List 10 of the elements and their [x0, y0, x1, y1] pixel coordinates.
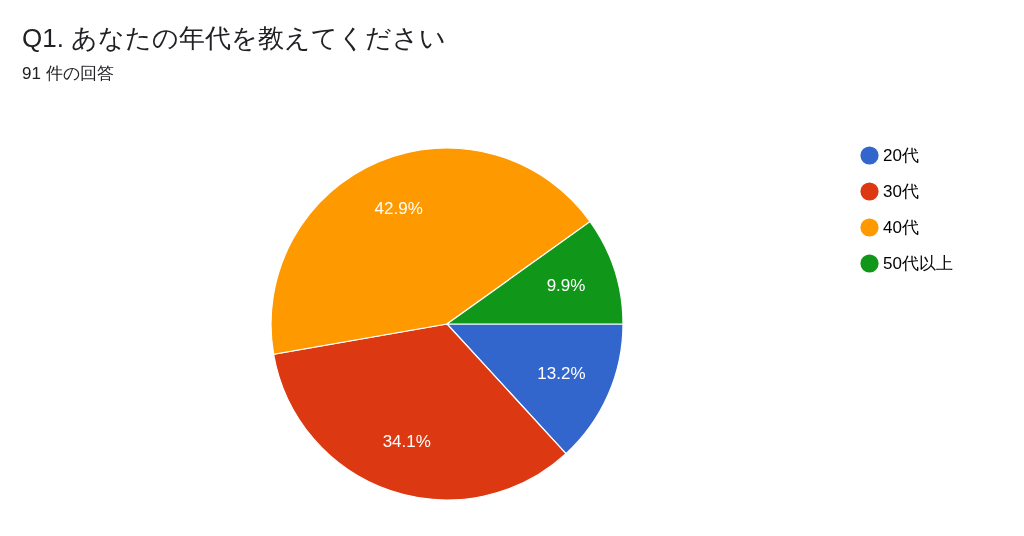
text: 91 件の回答	[22, 64, 114, 83]
data-label: 34.1%	[382, 432, 431, 452]
data-label: 13.2%	[537, 364, 586, 384]
data-label: 9.9%	[546, 275, 586, 295]
legend-label: 40代	[883, 217, 919, 237]
legend-label: 50代以上	[883, 253, 953, 273]
legend-label: 30代	[883, 181, 919, 201]
data-label: 42.9%	[374, 198, 423, 218]
legend-label: 20代	[883, 145, 919, 165]
chart-title: Q1. あなたの年代を教えてください	[22, 23, 447, 53]
